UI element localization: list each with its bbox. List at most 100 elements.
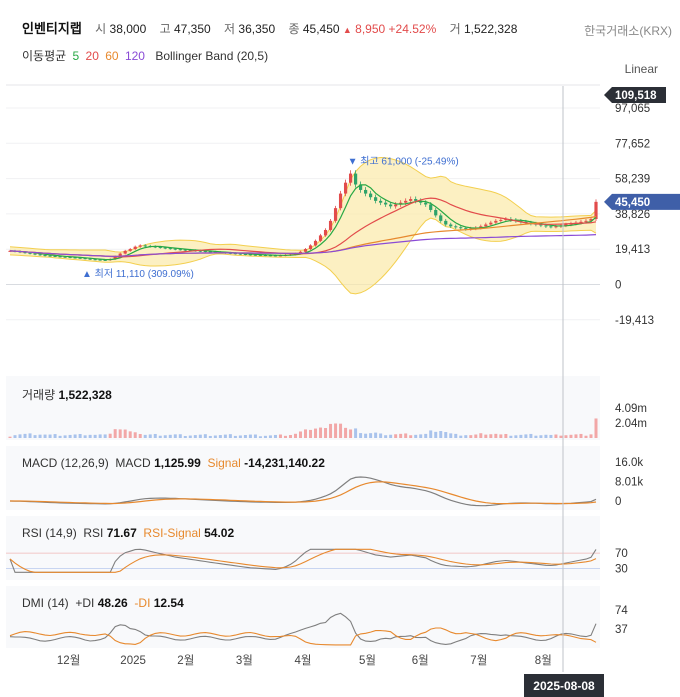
candle-body (414, 199, 418, 201)
price-tick-label: 58,239 (615, 174, 650, 186)
candle-body (439, 215, 443, 221)
rsi-panel-label: RSI (14,9) (22, 526, 77, 540)
last-price-tag (604, 193, 680, 210)
volume-bar (258, 436, 262, 438)
candle-body (409, 199, 413, 201)
candle-body (343, 182, 348, 194)
volume-bar (569, 434, 573, 438)
candle-body (63, 256, 67, 258)
volume-bar (469, 435, 473, 438)
volume-bar (409, 435, 413, 438)
bollinger-lower-line (9, 217, 597, 295)
candle-body (499, 219, 503, 221)
max-price-annotation: ▼ 최고 61,000 (-25.49%) (348, 156, 459, 168)
volume-bar (243, 435, 247, 438)
volume-bar (549, 434, 553, 438)
candle-body (98, 259, 102, 261)
rsi-series-name: RSI (83, 526, 104, 540)
plus-di-value: 48.26 (97, 596, 128, 610)
volume-bar (238, 435, 242, 438)
volume-panel-label: 거래량 (22, 388, 56, 402)
volume-bar (8, 436, 12, 438)
volume-bar (354, 428, 358, 438)
volume-title: 거래량 1,522,328 (22, 386, 112, 403)
volume-bar (344, 427, 348, 438)
ma-label: 이동평균 (22, 49, 67, 63)
ma5-label: 5 (72, 49, 80, 63)
candle-body (369, 193, 373, 198)
candle-body (338, 193, 343, 209)
crosshair-price-value: 109,518 (615, 90, 657, 102)
ma20-label: 20 (85, 49, 99, 63)
high-label: 고 (159, 22, 171, 36)
quote-header: 인벤티지랩 시 38,000 고 47,350 저 36,350 종 45,45… (22, 18, 517, 37)
volume-bar (253, 434, 257, 438)
candle-body (494, 220, 498, 223)
candle-body (83, 258, 87, 260)
x-tick-label: 4월 (295, 654, 312, 667)
candle-body (103, 259, 107, 261)
candle-body (544, 225, 548, 227)
candle-body (298, 251, 303, 254)
volume-bar (404, 433, 408, 438)
volume-bar (339, 423, 343, 438)
volume-bar (589, 434, 593, 438)
candle-body (263, 255, 268, 257)
candle-body (539, 224, 543, 226)
volume-bar (63, 435, 67, 438)
volume-bar (399, 433, 403, 438)
candle-body (173, 248, 177, 250)
candle-body (53, 255, 57, 257)
volume-bar (28, 433, 32, 438)
volume-bar (479, 433, 483, 438)
candle-body (308, 245, 313, 250)
change-value: 8,950 (355, 22, 386, 36)
volume-bar (108, 433, 112, 438)
price-tick-label: -19,413 (615, 315, 654, 327)
volume-bar (464, 435, 468, 438)
candle-body (73, 257, 77, 259)
volume-bar (128, 431, 132, 438)
volume-bar (519, 434, 523, 438)
volume-bar (414, 434, 418, 438)
volume-bar (544, 434, 548, 438)
rsi-panel-bg (6, 516, 600, 580)
candle-body (278, 255, 283, 257)
candle-body (208, 251, 212, 253)
candle-body (384, 202, 388, 205)
x-tick-label: 2월 (177, 654, 194, 667)
candle-body (28, 252, 32, 254)
candle-body (318, 235, 323, 241)
indicator-legend[interactable]: 이동평균 5 20 60 120 Bollinger Band (20,5) (22, 47, 271, 64)
volume-bar (68, 434, 72, 438)
volume-bar (78, 434, 82, 438)
candle-body (68, 257, 72, 259)
x-tick-label: 2025 (120, 655, 146, 667)
candle-body (168, 248, 172, 250)
volume-tick-label: 2.04m (615, 418, 647, 430)
volume-bar (293, 433, 297, 438)
volume-bar (579, 433, 583, 438)
candle-body (178, 249, 182, 251)
scale-selector[interactable]: Linear (624, 62, 658, 76)
macd-tick-label: 0 (615, 496, 621, 508)
volume-bar (499, 434, 503, 438)
price-tick-label: 19,413 (615, 244, 650, 256)
minus-di-name: -DI (134, 596, 151, 610)
ma60-label: 60 (105, 49, 119, 63)
candle-body (183, 249, 187, 251)
price-tick-label: 77,652 (615, 138, 650, 150)
volume-bar (494, 433, 498, 438)
volume-bar (389, 434, 393, 438)
volume-bar (223, 434, 227, 438)
macd-series-value: 1,125.99 (154, 456, 201, 470)
volume-bar (449, 433, 453, 438)
exchange-label: 한국거래소(KRX) (584, 24, 672, 38)
volume-bar (198, 434, 202, 438)
crosshair-date-tag (524, 674, 604, 697)
candle-body (238, 253, 242, 255)
volume-bar (594, 418, 598, 438)
volume-bar (153, 433, 157, 438)
x-tick-label: 12월 (57, 654, 80, 667)
